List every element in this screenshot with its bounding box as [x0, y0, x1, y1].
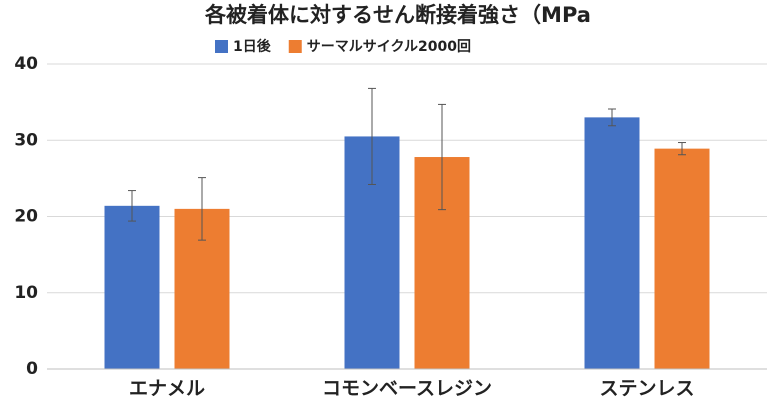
bar	[654, 148, 710, 369]
x-tick-label: ステンレス	[599, 378, 694, 400]
y-tick-label: 0	[26, 359, 38, 379]
error-bar	[368, 87, 376, 185]
error-bar	[438, 103, 446, 211]
legend-swatch	[215, 40, 228, 53]
error-bar	[608, 108, 616, 127]
legend-label: 1日後	[233, 38, 272, 55]
y-tick-label: 10	[14, 283, 38, 303]
bar	[104, 205, 160, 369]
legend-label: サーマルサイクル2000回	[307, 39, 471, 55]
x-tick-label: エナメル	[129, 378, 205, 400]
y-tick-label: 30	[14, 130, 38, 150]
error-bar	[198, 177, 206, 241]
x-tick-label: コモンベースレジン	[322, 378, 492, 400]
y-tick-label: 40	[14, 54, 38, 74]
bar	[584, 117, 640, 369]
chart-title: 各被着体に対するせん断接着強さ（MPa	[204, 3, 591, 27]
legend-swatch	[288, 40, 302, 53]
error-bar	[128, 190, 136, 222]
error-bar	[678, 142, 686, 156]
y-tick-label: 20	[14, 207, 38, 227]
